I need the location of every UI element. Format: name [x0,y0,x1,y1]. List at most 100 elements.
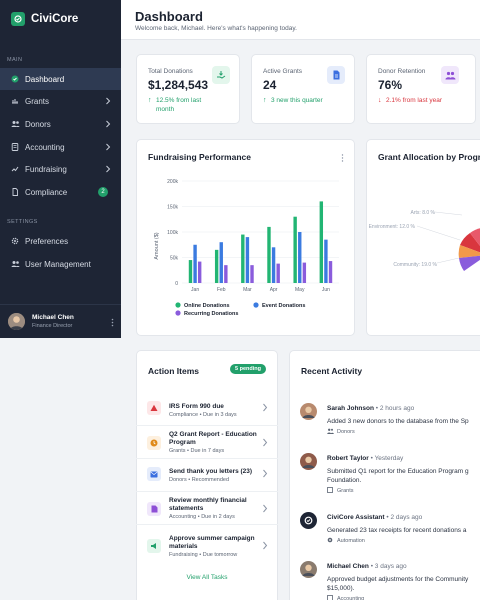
activity-user: Sarah Johnson [327,405,374,412]
activity-separator: • [384,514,391,521]
activity-tag: Automation [327,537,365,544]
compliance-icon [10,187,20,197]
activity-tag-label: Donors [337,428,355,435]
action-item-title: Approve summer campaign materials [169,535,255,550]
chevron-right-icon [263,438,268,447]
donors-icon [10,119,20,129]
legend-label[interactable]: Recurring Donations [184,311,238,317]
activity-tag-label: Grants [337,487,354,494]
activity-tag: Donors [327,428,355,435]
activity-text: Submitted Q1 report for the Education Pr… [327,468,469,475]
card-title: Recent Activity [301,366,363,376]
chevron-right-icon [106,97,111,105]
activity-separator: • [368,455,375,462]
card-title: Fundraising Performance [148,152,251,162]
pie-label-arts: Arts: 8.0 % [411,210,436,216]
action-item-title: IRS Form 990 due [169,403,224,410]
section-label-main: MAIN [7,57,23,63]
tag-icon [327,595,334,600]
users-icon [10,259,20,269]
stat-card-total-donations[interactable]: Total Donations $1,284,543 ↑ 12.5% from … [136,54,240,124]
bar-event-donations-mar [245,237,250,283]
stat-label: Active Grants [263,68,303,75]
avatar [300,403,317,420]
user-name: Michael Chen [32,314,74,321]
stat-card-active-grants[interactable]: Active Grants 24 ↑ 3 new this quarter [251,54,355,124]
stat-label: Donor Retention [378,68,426,75]
activity-tag: Grants [327,487,354,494]
card-title: Grant Allocation by Progr [378,152,480,162]
sidebar-item-user-management[interactable]: User Management [0,253,121,275]
arrow-up-icon: ↑ [263,97,267,104]
alert-icon [147,401,161,415]
action-item[interactable]: Send thank you letters (23) Donors • Reco… [136,459,278,492]
chevron-right-icon [106,120,111,128]
sidebar-item-label: Compliance [25,187,68,197]
legend-label[interactable]: Event Donations [262,303,305,309]
grant-allocation-card: Grant Allocation by Progr Arts: 8.0 % En… [366,139,480,336]
sidebar-lower-area [0,338,121,600]
fundraising-icon [10,164,20,174]
activity-time: 3 days ago [374,563,407,570]
stat-card-donor-retention[interactable]: Donor Retention 76% ↓ 2.1% from last yea… [366,54,476,124]
bar-event-donations-may [298,232,302,283]
activity-separator: • [373,405,380,412]
avatar [300,512,317,529]
stat-label: Total Donations [148,68,193,75]
x-tick-label: Jun [322,287,330,293]
activity-time: 2 days ago [390,514,423,521]
activity-text: Foundation. [327,477,362,484]
action-item[interactable]: Review monthly financial statements Accou… [136,492,278,525]
file-icon [147,502,161,516]
pie-slice-red [460,233,480,253]
y-axis-label: Amount ($) [154,232,160,259]
tag-icon [327,428,334,435]
clock-icon [147,436,161,450]
arrow-up-icon: ↑ [148,97,152,104]
pie-label-environment: Environment: 12.0 % [369,224,416,230]
bar-event-donations-jan [193,244,197,283]
activity-text: Approved budget adjustments for the Comm… [327,576,469,583]
sidebar-item-grants[interactable]: Grants [0,90,121,112]
logo-icon [11,12,25,26]
bar-event-donations-feb [219,242,223,283]
grants-icon [10,96,20,106]
action-item[interactable]: Approve summer campaign materials Fundrai… [136,529,278,562]
bar-online-donations-may [293,216,297,283]
pie-label-community: Community: 19.0 % [393,262,437,268]
brand[interactable]: CiviCore [0,0,121,38]
sidebar-item-label: Fundraising [25,164,67,174]
more-vertical-icon[interactable] [341,154,344,162]
action-item[interactable]: IRS Form 990 due Compliance • Due in 3 da… [136,393,278,426]
legend-label[interactable]: Online Donations [184,303,230,309]
avatar [300,561,317,578]
sidebar-item-fundraising[interactable]: Fundraising [0,158,121,180]
pending-badge: 5 pending [230,364,266,374]
sidebar-user[interactable]: Michael Chen Finance Director [0,304,121,338]
stat-change: ↑ 3 new this quarter [263,97,323,104]
gear-icon [10,236,20,246]
activity-tag-label: Automation [337,537,365,544]
sidebar-item-donors[interactable]: Donors [0,113,121,135]
compliance-badge: 2 [98,187,108,197]
chevron-right-icon [106,165,111,173]
activity-text: Generated 23 tax receipts for recent don… [327,527,467,534]
action-item-title: Q2 Grant Report - Education Program [169,431,257,446]
activity-time: Yesterday [374,455,404,462]
sidebar-item-dashboard[interactable]: Dashboard [0,68,121,90]
bar-online-donations-jan [188,260,193,283]
bar-recurring-donations-jan [197,261,202,283]
view-all-tasks-link[interactable]: View All Tasks [186,574,228,581]
sidebar-item-accounting[interactable]: Accounting [0,136,121,158]
sidebar-item-preferences[interactable]: Preferences [0,230,121,252]
sidebar-item-compliance[interactable]: Compliance 2 [0,181,121,203]
sidebar-item-label: User Management [25,259,91,269]
fundraising-performance-card: Fundraising Performance Amount ($) 0 50k 1… [136,139,355,336]
donation-hand-icon [212,66,230,84]
action-item[interactable]: Q2 Grant Report - Education Program Grant… [136,426,278,459]
more-vertical-icon[interactable] [111,318,114,327]
legend-swatch [253,302,259,308]
chevron-right-icon [263,541,268,550]
mail-icon [147,467,161,481]
y-tick-label: 200k [167,179,178,185]
